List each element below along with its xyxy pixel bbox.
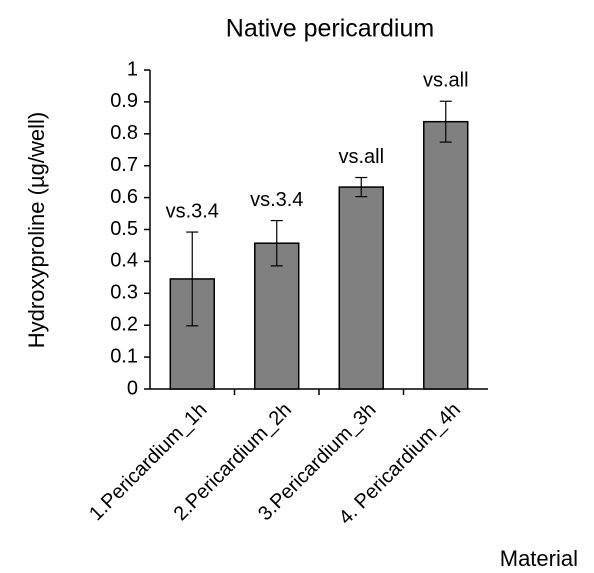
chart-title: Native pericardium <box>226 15 434 43</box>
y-tick-label: 0.9 <box>110 90 138 112</box>
x-axis-label: Material <box>500 546 578 571</box>
y-tick-label: 0.4 <box>110 250 138 272</box>
y-tick-label: 0.6 <box>110 186 138 208</box>
y-tick-label: 0.1 <box>110 345 138 367</box>
y-tick-label: 0 <box>127 377 138 399</box>
annotation: vs.all <box>423 70 469 92</box>
y-tick-label: 0.3 <box>110 282 138 304</box>
bar <box>254 242 300 390</box>
y-tick-label: 0.2 <box>110 313 138 335</box>
y-axis-label: Hydroxyproline (µg/well) <box>24 112 49 348</box>
annotation: vs.3.4 <box>250 189 303 211</box>
bar <box>338 186 384 390</box>
y-tick-label: 0.5 <box>110 218 138 240</box>
bar <box>423 120 469 390</box>
annotation: vs.all <box>338 146 384 168</box>
y-tick-label: 0.7 <box>110 154 138 176</box>
y-tick-label: 0.8 <box>110 122 138 144</box>
y-tick-label: 1 <box>127 58 138 80</box>
annotation: vs.3.4 <box>166 200 219 222</box>
